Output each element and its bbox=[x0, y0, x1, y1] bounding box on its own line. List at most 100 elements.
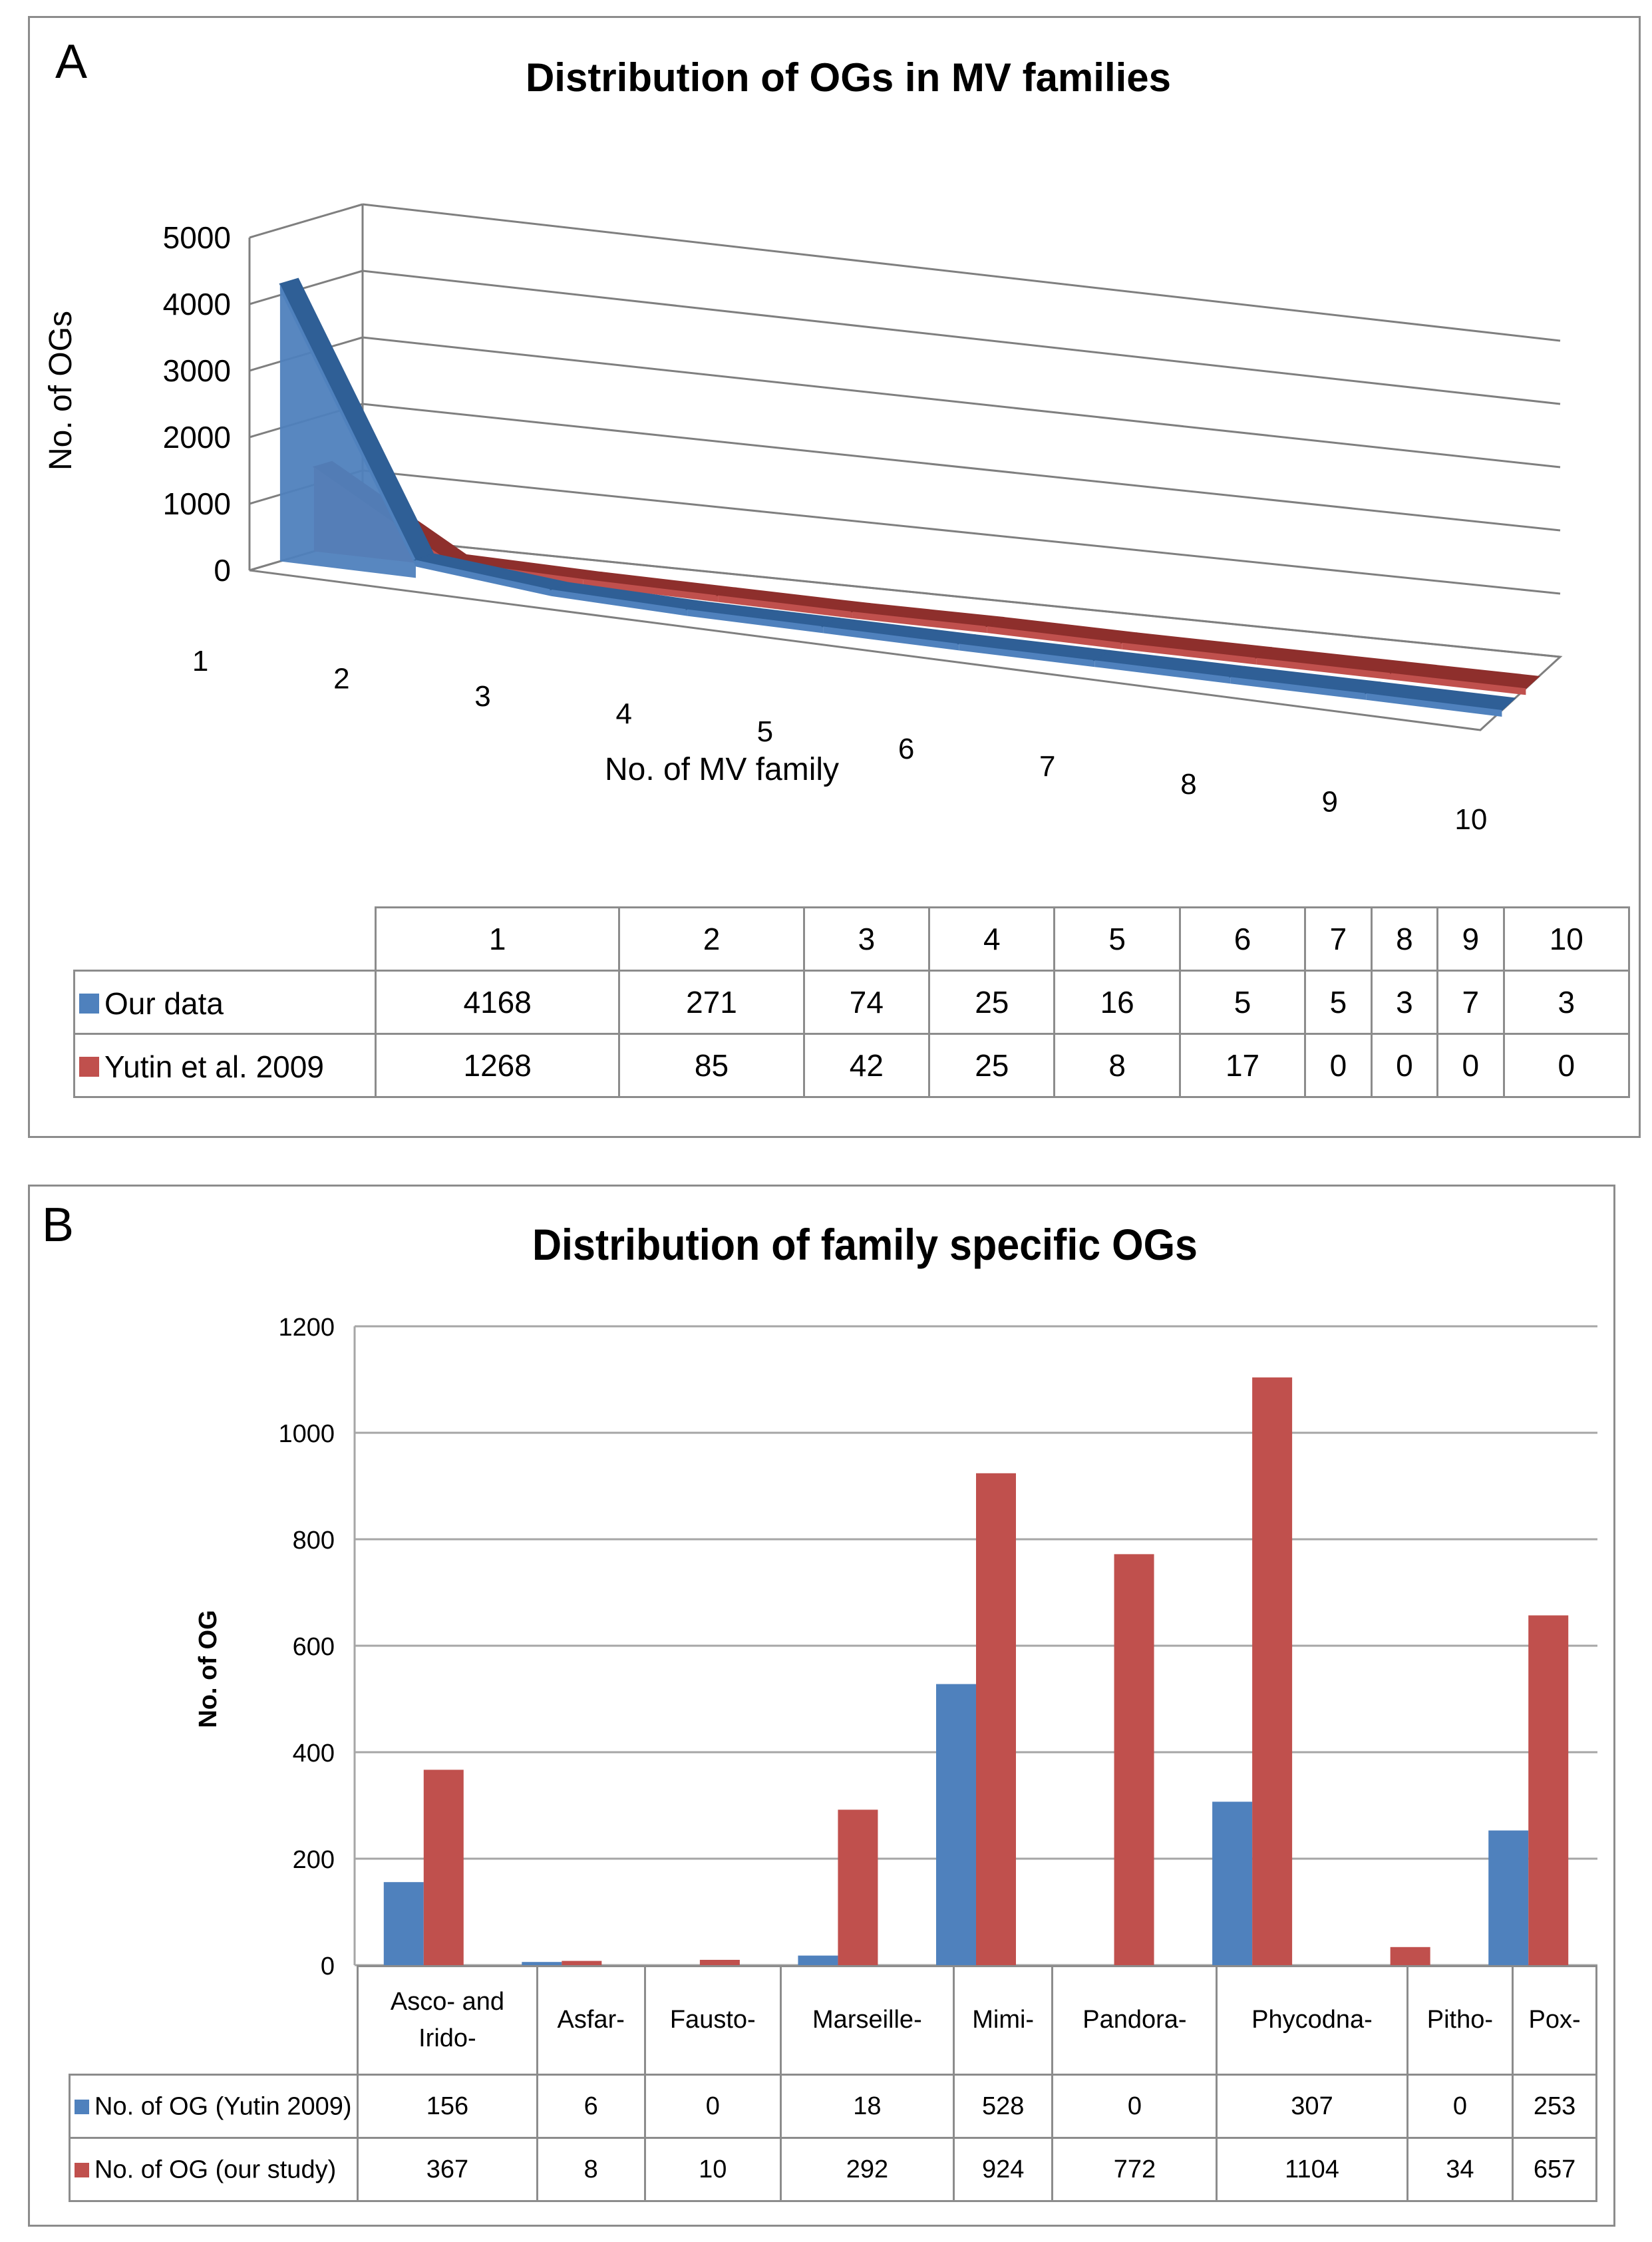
table-cell: 25 bbox=[928, 1033, 1056, 1098]
data-table: Asco- and Irido- Asfar- Fausto- Marseille… bbox=[69, 1965, 1597, 2202]
table-header-cell: 6 bbox=[1178, 906, 1307, 972]
y-tick-label: 1000 bbox=[278, 1420, 335, 1448]
table-header-cell: 5 bbox=[1053, 906, 1181, 972]
series-our-data bbox=[279, 278, 1516, 717]
table-cell: 307 bbox=[1216, 2074, 1408, 2139]
x-tick-label: 4 bbox=[615, 697, 631, 730]
ribbon-edge bbox=[1391, 673, 1526, 695]
x-tick-label: 8 bbox=[1180, 768, 1196, 801]
panel-b: B Distribution of family specific OGs No… bbox=[28, 1185, 1615, 2227]
table-cell: 5 bbox=[1178, 970, 1307, 1035]
table-cell: 0 bbox=[1370, 1033, 1439, 1098]
table-header-cell: 2 bbox=[618, 906, 805, 972]
category-label: Mimi- bbox=[952, 1965, 1054, 2076]
ribbon-segment bbox=[1364, 681, 1516, 711]
bar-our-study bbox=[423, 1770, 464, 1965]
x-tick-label: 2 bbox=[333, 662, 349, 695]
category-label: Marseille- bbox=[779, 1965, 955, 2076]
category-label: Asco- and Irido- bbox=[357, 1965, 538, 2076]
bar-our-study bbox=[562, 1961, 602, 1965]
table-cell: 253 bbox=[1512, 2074, 1597, 2139]
ribbon-edge bbox=[687, 609, 824, 634]
table-cell: 528 bbox=[952, 2074, 1054, 2139]
gridline bbox=[362, 270, 1561, 405]
table-cell: 17 bbox=[1178, 1033, 1307, 1098]
table-cell: 0 bbox=[1304, 1033, 1373, 1098]
table-cell: 0 bbox=[1051, 2074, 1218, 2139]
table-cell: 10 bbox=[643, 2137, 782, 2202]
y-tick-label: 200 bbox=[293, 1846, 335, 1874]
legend-label: Yutin et al. 2009 bbox=[104, 1049, 324, 1084]
table-cell: 16 bbox=[1053, 970, 1181, 1035]
ribbon-edge bbox=[415, 560, 552, 596]
table-header-cell: 1 bbox=[374, 906, 621, 972]
table-cell: 772 bbox=[1051, 2137, 1218, 2202]
ribbon-segment bbox=[1389, 661, 1540, 689]
ribbon-edge bbox=[718, 595, 853, 619]
bar-yutin-2009 bbox=[1212, 1801, 1253, 1965]
table-cell: 1268 bbox=[374, 1033, 621, 1098]
bar-yutin-2009 bbox=[522, 1962, 562, 1965]
legend-label: No. of OG (our study) bbox=[94, 2155, 337, 2184]
table-cell: 292 bbox=[779, 2137, 955, 2202]
x-tick-label: 6 bbox=[898, 733, 914, 765]
table-cell: 0 bbox=[1436, 1033, 1505, 1098]
data-table: 1 2 3 4 5 6 7 8 9 10 Our data 4168 271 7… bbox=[73, 906, 1631, 1098]
legend-label: Our data bbox=[104, 986, 224, 1021]
table-cell: 3 bbox=[1502, 970, 1631, 1035]
table-cell: 7 bbox=[1436, 970, 1505, 1035]
gridline bbox=[362, 403, 1561, 532]
y-tick-label: 800 bbox=[293, 1527, 335, 1555]
table-header-cell: 3 bbox=[802, 906, 931, 972]
bar-our-study bbox=[1114, 1554, 1154, 1965]
bar-our-study bbox=[976, 1473, 1016, 1965]
table-cell: 271 bbox=[618, 970, 805, 1035]
ribbon-edge bbox=[552, 589, 688, 616]
table-cell: 34 bbox=[1406, 2137, 1514, 2202]
ribbon-edge bbox=[959, 644, 1095, 667]
x-tick-label: 1 bbox=[192, 645, 208, 677]
bar-yutin-2009 bbox=[1488, 1830, 1529, 1965]
table-cell: 8 bbox=[536, 2137, 646, 2202]
x-tick-label: 10 bbox=[1454, 803, 1487, 836]
table-cell: 0 bbox=[1406, 2074, 1514, 2139]
bar-our-study bbox=[838, 1809, 878, 1965]
table-header-cell: 4 bbox=[928, 906, 1056, 972]
y-tick-label: 2000 bbox=[163, 420, 231, 455]
y-tick-label: 1000 bbox=[163, 486, 231, 521]
table-cell: 657 bbox=[1512, 2137, 1597, 2202]
table-cell: 4168 bbox=[374, 970, 621, 1035]
gridline bbox=[249, 270, 363, 305]
table-header-cell: 10 bbox=[1502, 906, 1631, 972]
legend-swatch bbox=[79, 1056, 99, 1077]
bar-our-study bbox=[699, 1960, 740, 1965]
category-label: Pandora- bbox=[1051, 1965, 1218, 2076]
table-row: No. of OG (Yutin 2009) 156 6 0 18 528 0 … bbox=[69, 2074, 1597, 2139]
gridline bbox=[249, 203, 363, 239]
y-tick-label: 1200 bbox=[278, 1314, 335, 1342]
panel-letter: B bbox=[42, 1199, 74, 1252]
table-cell: 3 bbox=[1370, 970, 1439, 1035]
table-row: Yutin et al. 2009 1268 85 42 25 8 17 0 0… bbox=[73, 1033, 1631, 1098]
table-cell: 6 bbox=[536, 2074, 646, 2139]
ribbon-edge bbox=[279, 283, 416, 567]
x-tick-label: 3 bbox=[474, 680, 490, 713]
legend-entry-our-data: Our data bbox=[73, 970, 377, 1035]
table-cell: 156 bbox=[357, 2074, 538, 2139]
category-label: Pitho- bbox=[1406, 1965, 1514, 2076]
bar-chart: B Distribution of family specific OGs No… bbox=[42, 1199, 1597, 1980]
panel-a: A Distribution of OGs in MV families 0 10… bbox=[28, 16, 1641, 1138]
legend-swatch bbox=[75, 2099, 89, 2114]
bar-our-study bbox=[1252, 1377, 1293, 1965]
category-label: Asfar- bbox=[536, 1965, 646, 2076]
table-header-cell: 9 bbox=[1436, 906, 1505, 972]
table-cell: 5 bbox=[1304, 970, 1373, 1035]
ribbon-chart: A Distribution of OGs in MV families 0 10… bbox=[43, 35, 1563, 836]
bar-yutin-2009 bbox=[383, 1882, 424, 1965]
table-cell: 0 bbox=[643, 2074, 782, 2139]
panel-letter: A bbox=[55, 35, 87, 89]
gridline bbox=[362, 203, 1561, 342]
y-tick-label: 400 bbox=[293, 1740, 335, 1768]
ribbon-edge bbox=[823, 626, 959, 651]
y-axis-label: No. of OGs bbox=[43, 311, 79, 470]
